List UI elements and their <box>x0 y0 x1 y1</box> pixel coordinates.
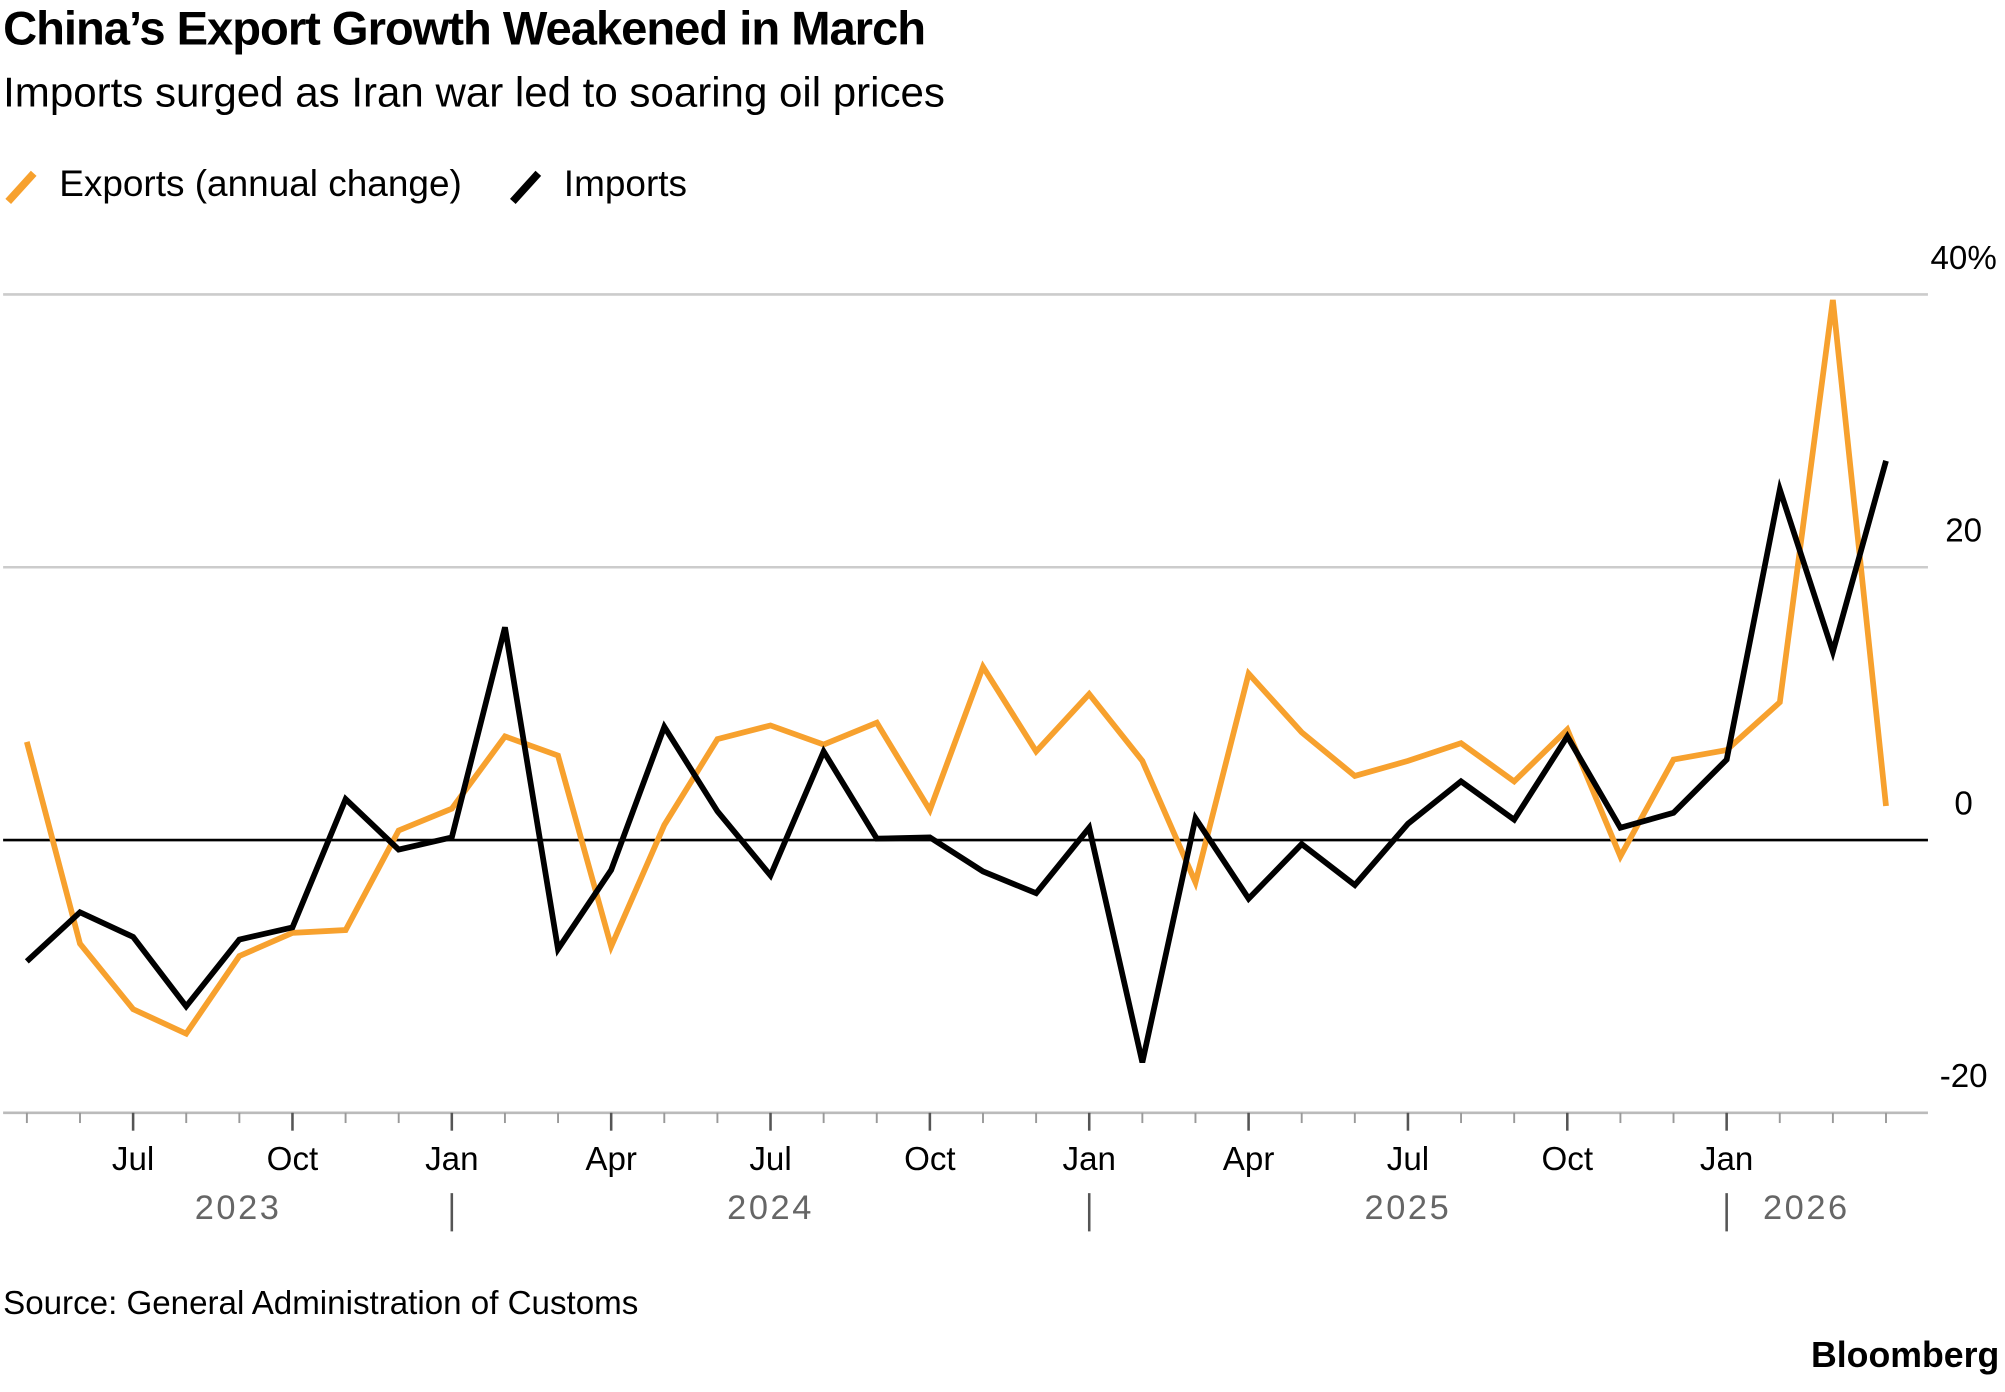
x-tick-label: Oct <box>904 1141 956 1178</box>
x-tick-label: Jan <box>1700 1141 1753 1178</box>
x-tick-label: Jan <box>1063 1141 1116 1178</box>
year-label: 2026 <box>1763 1189 1850 1227</box>
x-tick-label: Oct <box>1542 1141 1594 1178</box>
x-tick-label: Jan <box>425 1141 478 1178</box>
x-tick-label: Jul <box>112 1141 154 1178</box>
year-label: 2023 <box>195 1189 282 1227</box>
chart-subtitle: Imports surged as Iran war led to soarin… <box>3 69 945 116</box>
series-line <box>24 299 1889 1038</box>
brand: Bloomberg <box>1811 1335 1999 1375</box>
series-line <box>24 460 1889 1063</box>
x-tick-label: Jul <box>749 1141 791 1178</box>
legend-label: Exports (annual change) <box>59 163 462 204</box>
y-tick-label: 20 <box>1945 513 1982 550</box>
y-tick-label: -20 <box>1940 1058 1988 1095</box>
chart-title: China’s Export Growth Weakened in March <box>3 1 925 54</box>
year-label: 2024 <box>727 1189 814 1227</box>
y-tick-label: 0 <box>1954 785 1972 822</box>
x-tick-label: Jul <box>1387 1141 1429 1178</box>
legend-swatch <box>509 170 542 204</box>
x-tick-label: Oct <box>267 1141 319 1178</box>
source: Source: General Administration of Custom… <box>3 1285 638 1322</box>
x-tick-label: Apr <box>1223 1141 1275 1178</box>
legend-label: Imports <box>564 163 687 204</box>
y-tick-label: 40% <box>1930 240 1996 277</box>
x-tick-label: Apr <box>585 1141 637 1178</box>
legend: Exports (annual change) Imports <box>5 163 687 204</box>
year-label: 2025 <box>1365 1189 1452 1227</box>
legend-swatch <box>5 170 37 204</box>
